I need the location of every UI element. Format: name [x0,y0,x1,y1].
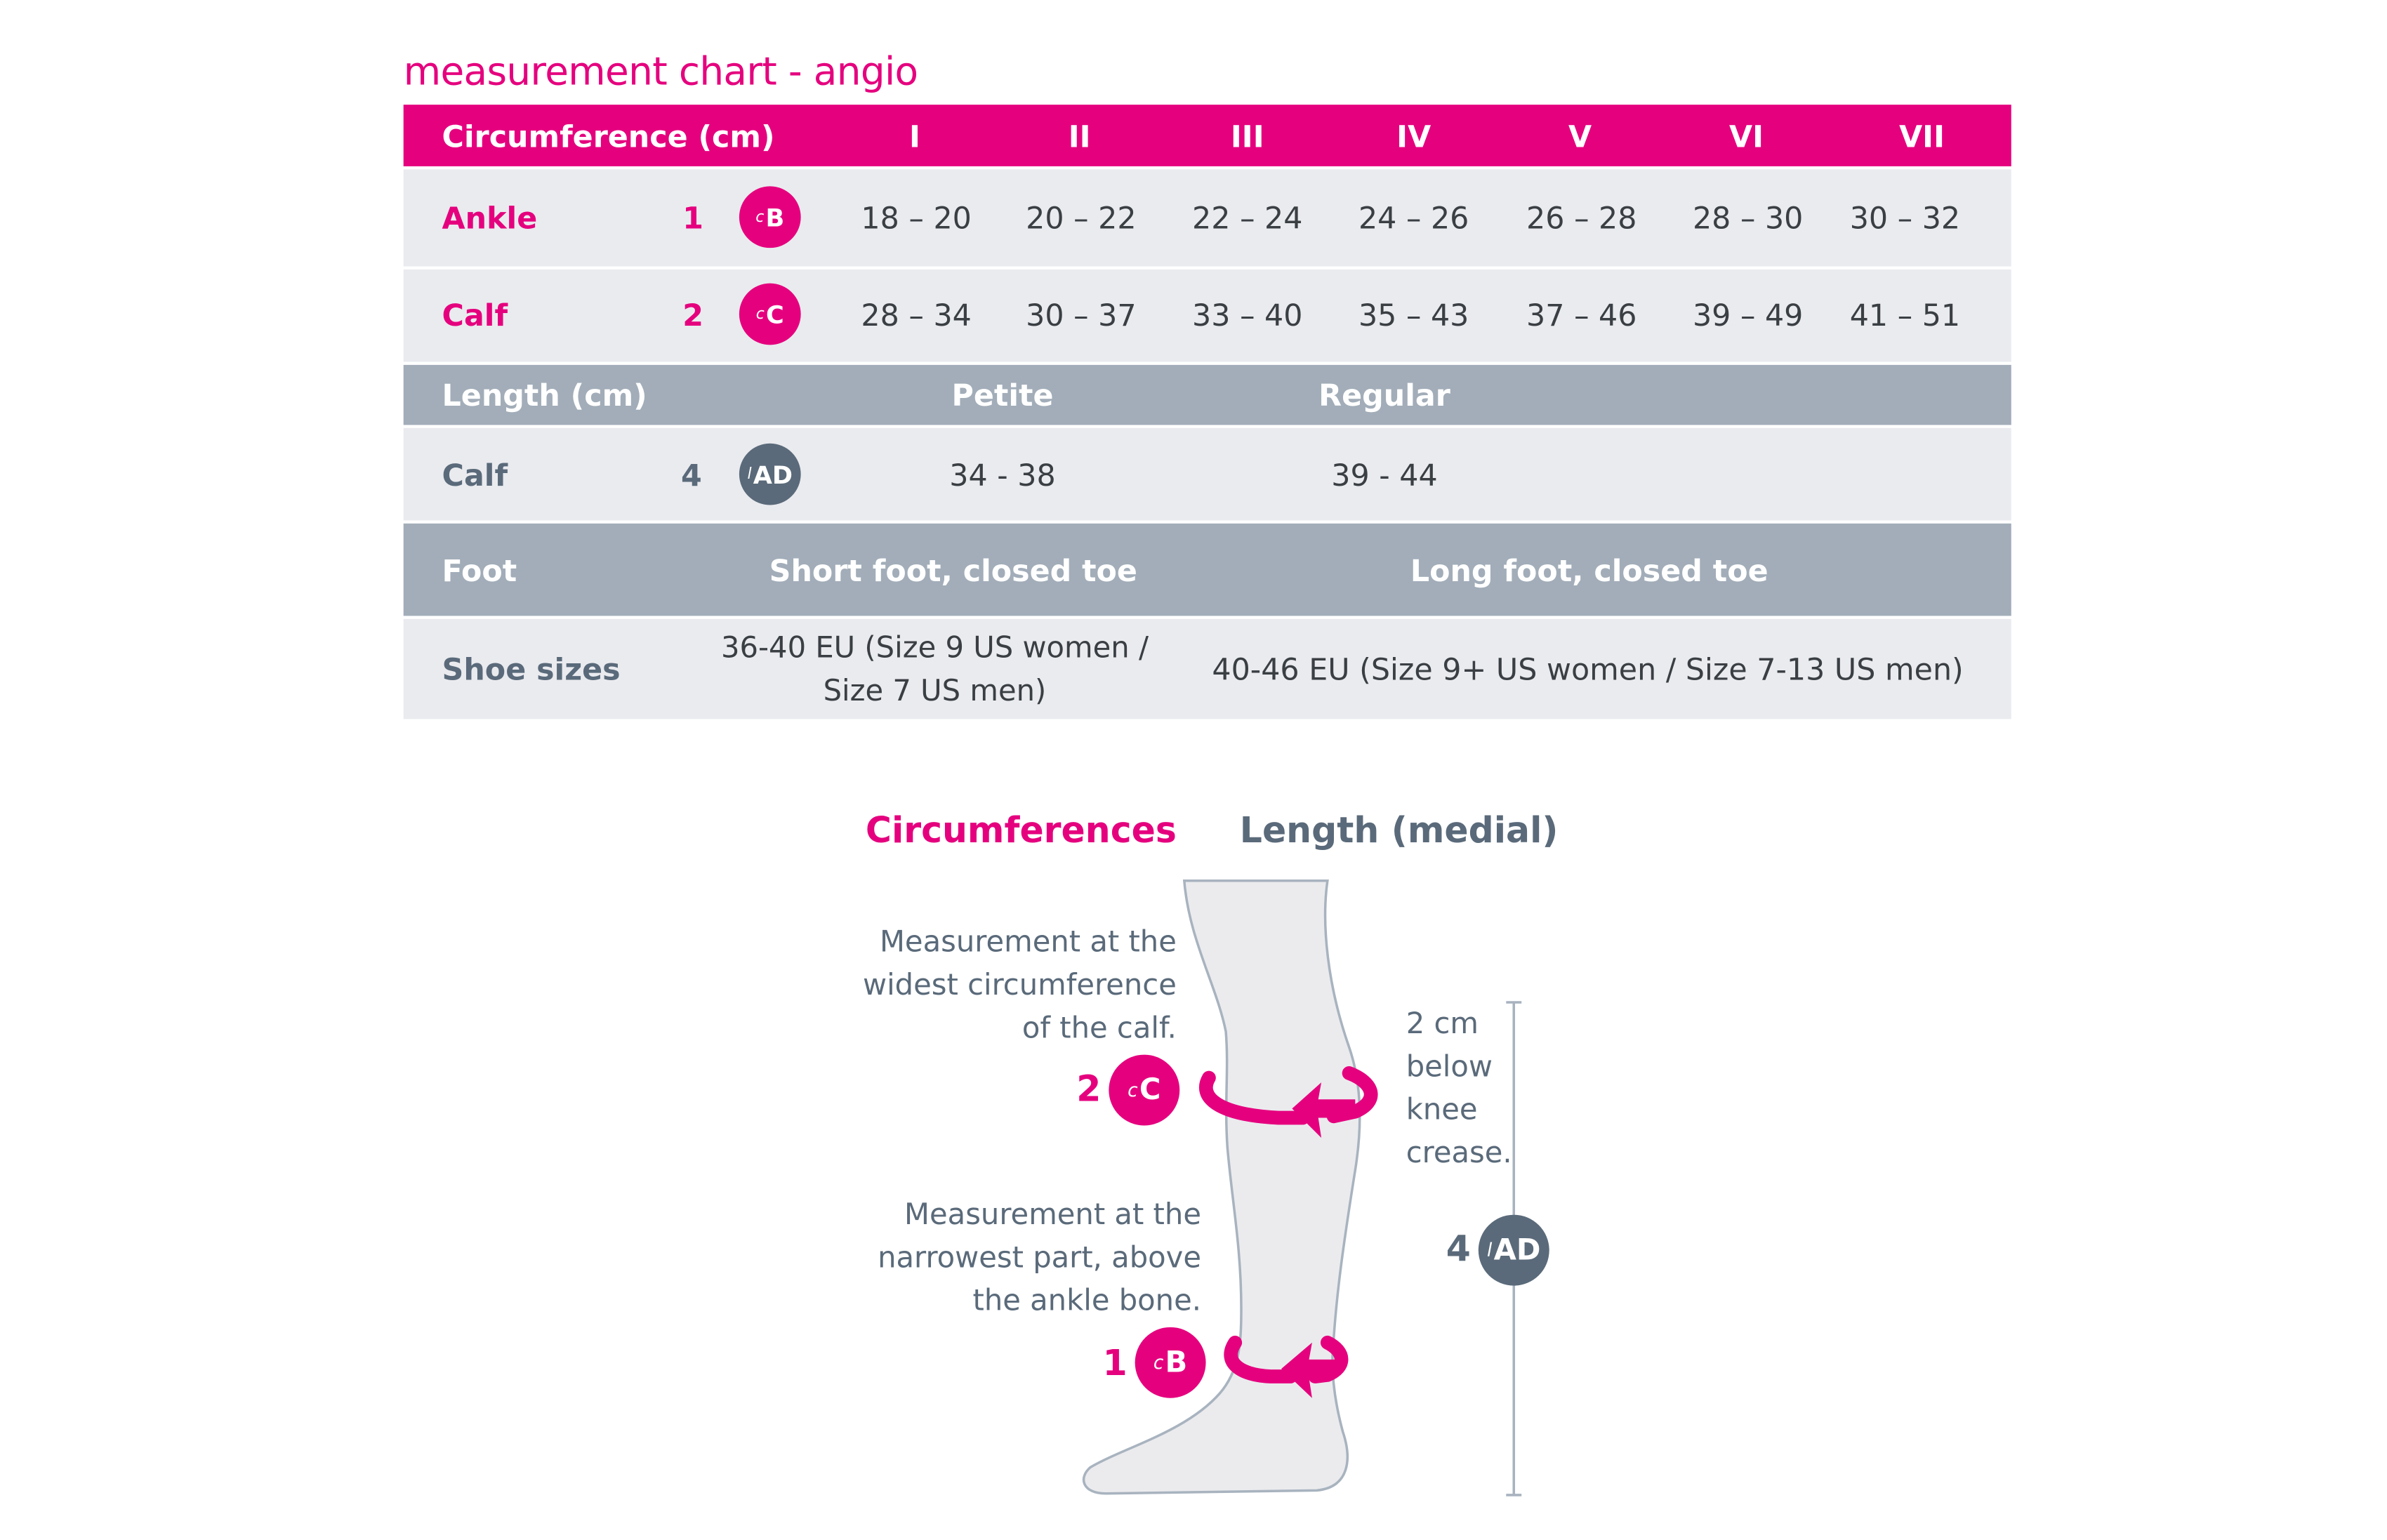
length-header-regular: Regular [1318,378,1450,413]
calf-measurement-note: Measurement at the widest circumference … [863,921,1177,1050]
calf-circumference-arrow-icon [1199,1066,1378,1139]
calf-note-line3: of the calf. [1021,1011,1177,1046]
ankle-value-vi: 28 – 30 [1692,201,1804,237]
length-note-line2: below [1406,1050,1493,1084]
ankle-label: Ankle [442,201,538,237]
shoe-size-short-line2: Size 7 US men) [823,674,1047,709]
length-header-label: Length (cm) [442,378,647,413]
shoe-size-short: 36-40 EU (Size 9 US women / Size 7 US me… [721,627,1149,713]
length-value-petite: 34 - 38 [949,458,1056,494]
shoe-size-long: 40-46 EU (Size 9+ US women / Size 7-13 U… [1212,651,1964,688]
ankle-value-ii: 20 – 22 [1026,201,1137,237]
calf-marker-number: 2 [1076,1070,1102,1110]
length-measurement-note: 2 cm below knee crease. [1406,1002,1512,1175]
calf-value-vii: 41 – 51 [1849,298,1961,333]
length-header-petite: Petite [951,378,1054,413]
ankle-value-iv: 24 – 26 [1358,201,1469,237]
heading-circumferences: Circumferences [865,811,1177,852]
length-note-line4: crease. [1406,1136,1512,1171]
ankle-note-line3: the ankle bone. [972,1284,1201,1318]
size-header-iii: III [1230,119,1264,155]
length-marker-number: 4 [1446,1230,1471,1270]
ankle-marker-number: 1 [1102,1343,1128,1385]
ankle-circumference-arrow-icon [1224,1335,1349,1398]
shoe-size-short-line1: 36-40 EU (Size 9 US women / [720,631,1149,665]
length-calf-number: 4 [681,458,702,494]
calf-value-v: 37 – 46 [1526,298,1637,333]
ankle-value-i: 18 – 20 [861,201,972,237]
ankle-note-line2: narrowest part, above [878,1241,1201,1275]
length-badge-icon: l AD [739,443,801,505]
foot-header-band [403,523,2011,616]
ankle-note-line1: Measurement at the [904,1197,1201,1232]
length-note-line1: 2 cm [1406,1007,1479,1041]
foot-header-long: Long foot, closed toe [1410,553,1768,590]
size-header-vii: VII [1899,119,1945,155]
size-header-vi: VI [1728,119,1764,155]
size-header-i: I [909,119,920,155]
size-header-ii: II [1068,119,1091,155]
calf-value-iii: 33 – 40 [1192,298,1303,333]
foot-header-label: Foot [442,553,517,590]
length-calf-row [403,427,2011,521]
size-header-v: V [1568,119,1592,155]
calf-label: Calf [442,298,508,333]
calf-value-vi: 39 – 49 [1692,298,1804,333]
calf-note-line1: Measurement at the [879,925,1177,960]
ankle-value-v: 26 – 28 [1526,201,1637,237]
length-value-regular: 39 - 44 [1331,458,1438,494]
circumference-header-label: Circumference (cm) [442,119,775,155]
calf-value-i: 28 – 34 [861,298,972,333]
length-header-band [403,364,2011,425]
length-marker-badge-icon: l AD [1478,1214,1549,1286]
foot-header-short: Short foot, closed toe [769,553,1137,590]
length-note-line3: knee [1406,1093,1478,1127]
leg-shape [1082,879,1361,1495]
heading-length: Length (medial) [1239,811,1559,852]
calf-value-iv: 35 – 43 [1358,298,1469,333]
ankle-measurement-note: Measurement at the narrowest part, above… [878,1193,1201,1322]
ankle-number: 1 [682,201,703,237]
shoe-sizes-row [403,618,2011,719]
circumference-header-band [403,105,2011,166]
ankle-value-vii: 30 – 32 [1849,201,1961,237]
length-calf-label: Calf [442,458,508,494]
calf-note-line2: widest circumference [863,968,1177,1003]
calf-number: 2 [682,298,703,333]
calf-value-ii: 30 – 37 [1026,298,1137,333]
ankle-value-iii: 22 – 24 [1192,201,1303,237]
calf-row [403,269,2011,362]
shoe-sizes-label: Shoe sizes [442,651,621,688]
ankle-row [403,169,2011,267]
size-header-iv: IV [1396,119,1431,155]
chart-title: measurement chart - angio [403,49,918,94]
